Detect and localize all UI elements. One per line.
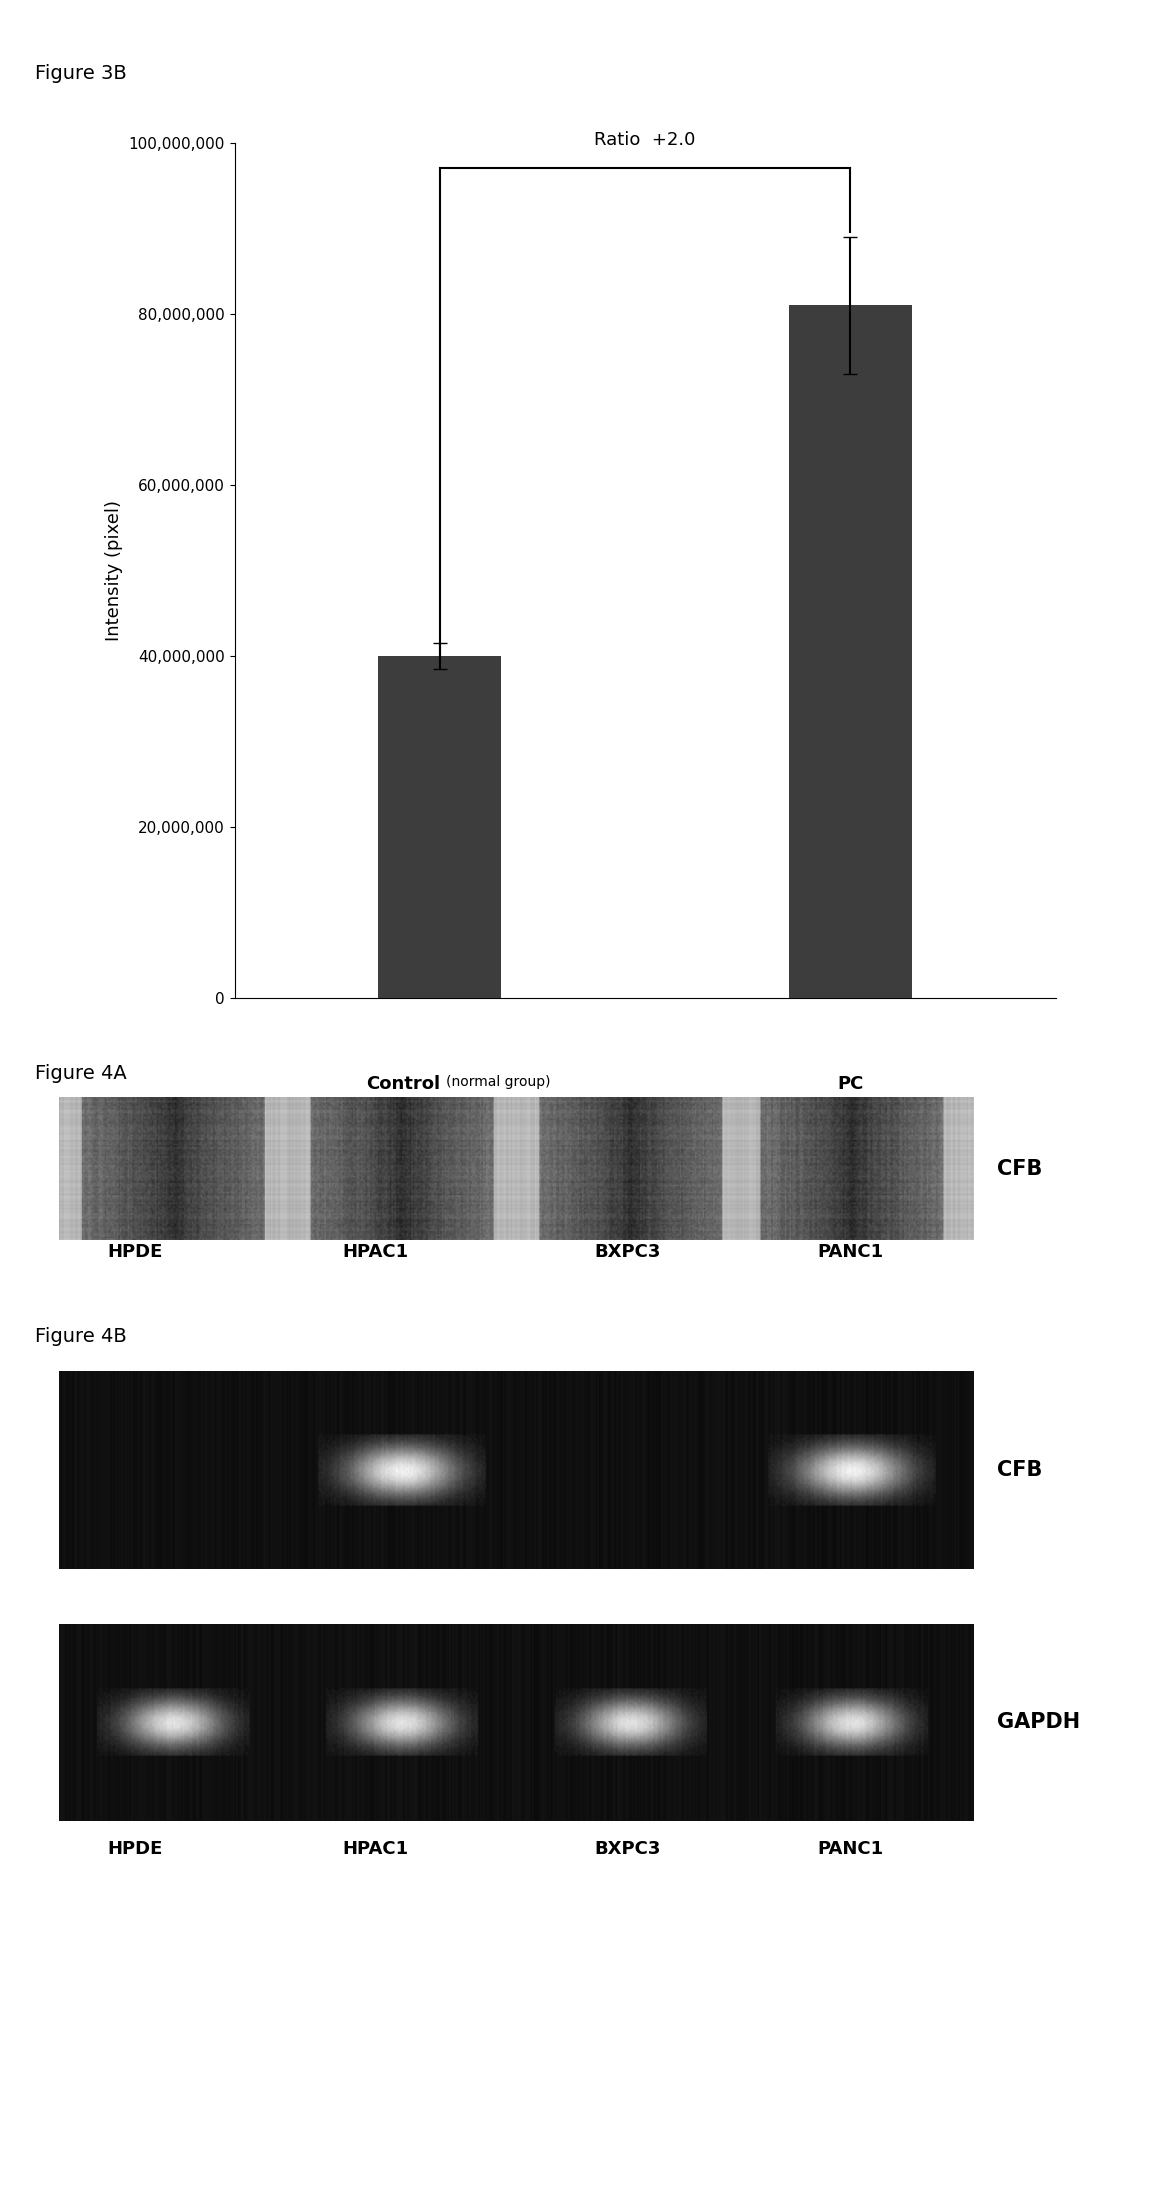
Bar — [378, 656, 502, 998]
Text: HPAC1: HPAC1 — [343, 1244, 408, 1262]
Text: CFB: CFB — [997, 1158, 1043, 1180]
Text: HPAC1: HPAC1 — [343, 1841, 408, 1858]
Text: HPDE: HPDE — [107, 1244, 163, 1262]
Text: Control: Control — [366, 1075, 440, 1093]
Text: CFB: CFB — [997, 1459, 1043, 1481]
Text: HPDE: HPDE — [107, 1841, 163, 1858]
Text: BXPC3: BXPC3 — [595, 1841, 660, 1858]
Text: (n=20): (n=20) — [411, 1147, 469, 1165]
Text: BXPC3: BXPC3 — [595, 1244, 660, 1262]
Text: PC: PC — [838, 1075, 863, 1093]
Text: (n=20): (n=20) — [821, 1147, 880, 1165]
Y-axis label: Intensity (pixel): Intensity (pixel) — [104, 500, 123, 641]
Bar — [788, 305, 913, 998]
Text: Figure 3B: Figure 3B — [35, 64, 127, 83]
Text: Figure 4A: Figure 4A — [35, 1064, 127, 1084]
Text: Figure 4B: Figure 4B — [35, 1327, 127, 1347]
Text: (normal group): (normal group) — [446, 1075, 550, 1088]
Text: PANC1: PANC1 — [818, 1244, 883, 1262]
Text: GAPDH: GAPDH — [997, 1711, 1080, 1733]
Text: PANC1: PANC1 — [818, 1841, 883, 1858]
Text: Ratio  +2.0: Ratio +2.0 — [595, 132, 696, 149]
